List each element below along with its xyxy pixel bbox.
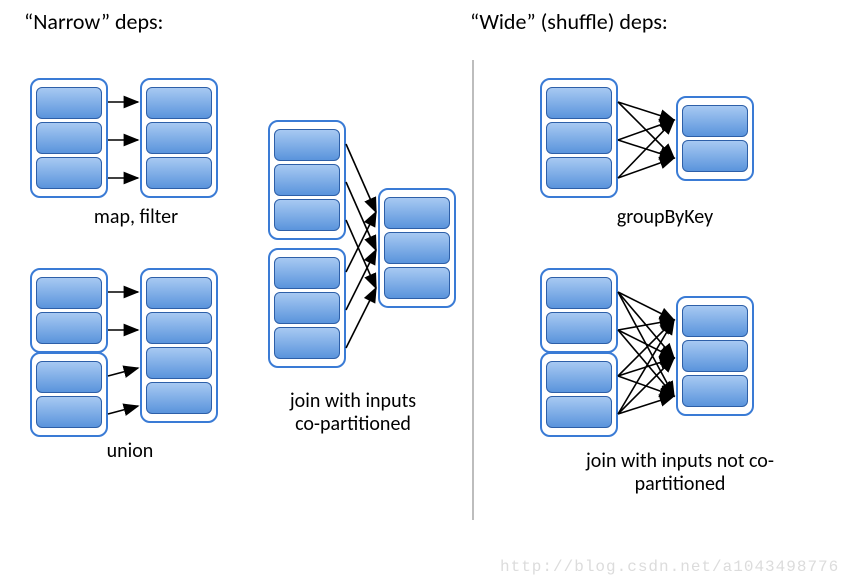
partition [146,277,212,309]
partition [146,157,212,189]
dep-arrow [618,320,674,414]
caption-join_co: join with inputs co-partitioned [278,390,428,436]
partition [36,361,102,393]
rdd-mf_right [140,78,218,198]
partition [546,277,612,309]
partition [682,140,748,172]
rdd-jc_left_top [268,120,346,240]
dep-arrow [618,102,674,120]
partition [36,277,102,309]
rdd-gb_left [540,78,618,198]
rdd-un_right [140,268,218,423]
partition [682,375,748,407]
partition [384,232,450,264]
dep-arrow [618,292,674,358]
dep-arrow [346,182,376,250]
rdd-gb_right [676,96,754,181]
dep-arrow [618,358,674,414]
dep-arrow [346,212,376,272]
dep-arrow [618,292,674,396]
dep-arrow [108,368,138,376]
dep-arrow [618,320,674,376]
caption-union: union [90,440,170,463]
caption-groupByKey: groupByKey [590,206,740,229]
partition [146,382,212,414]
partition [682,305,748,337]
dep-arrow [346,288,376,348]
heading-wide: “Wide” (shuffle) deps: [470,8,668,35]
partition [546,122,612,154]
partition [274,164,340,196]
dep-arrow [618,102,674,158]
partition [546,157,612,189]
partition [546,312,612,344]
divider [472,60,474,520]
rdd-jn_left_bottom [540,352,618,437]
partition [36,87,102,119]
rdd-un_left_bottom [30,352,108,437]
heading-narrow: “Narrow” deps: [24,8,163,35]
dep-arrow [618,292,674,320]
dep-arrow [618,358,674,376]
dep-arrow [618,120,674,178]
dep-arrow [618,120,674,140]
partition [146,87,212,119]
rdd-jc_left_bottom [268,248,346,368]
partition [36,157,102,189]
dep-arrow [618,320,674,330]
partition [274,292,340,324]
partition [384,267,450,299]
partition [36,122,102,154]
dep-arrow [618,396,674,414]
rdd-jn_left_top [540,268,618,353]
partition [274,199,340,231]
partition [274,327,340,359]
dep-arrow [108,406,138,414]
partition [682,105,748,137]
dep-arrow [346,220,376,288]
dep-arrow [618,330,674,396]
rdd-jn_right [676,296,754,416]
dep-arrow [346,144,376,212]
rdd-jc_right [378,188,456,308]
partition [682,340,748,372]
dep-arrow [618,140,674,158]
partition [146,312,212,344]
rdd-mf_left [30,78,108,198]
partition [36,312,102,344]
partition [36,396,102,428]
partition [146,347,212,379]
partition [274,129,340,161]
caption-map_filter: map, filter [66,206,206,229]
rdd-un_left_top [30,268,108,353]
partition [274,257,340,289]
dep-arrow [346,250,376,310]
partition [146,122,212,154]
dep-arrow [618,330,674,358]
partition [546,87,612,119]
dep-arrow [618,158,674,178]
caption-join_notco: join with inputs not co-partitioned [565,450,795,496]
partition [384,197,450,229]
partition [546,361,612,393]
partition [546,396,612,428]
watermark: http://blog.csdn.net/a1043498776 [500,558,839,576]
dep-arrow [618,376,674,396]
